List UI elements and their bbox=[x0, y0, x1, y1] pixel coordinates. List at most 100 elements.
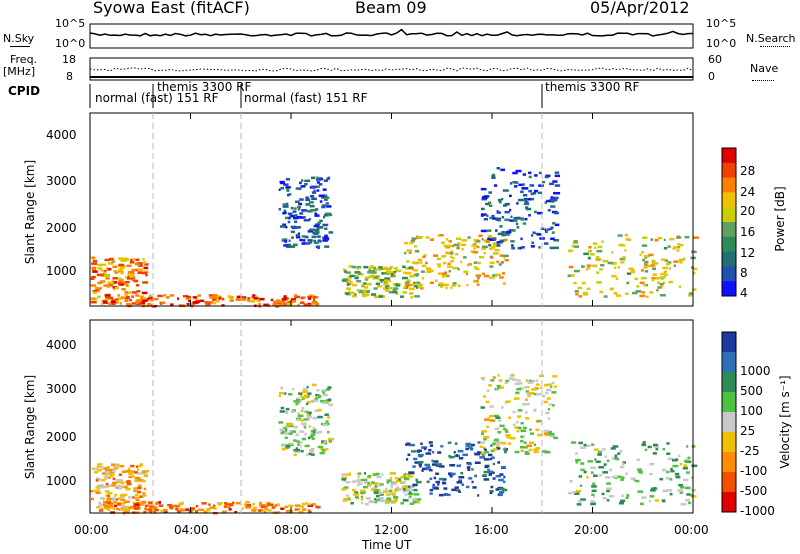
heatmap-cell bbox=[538, 184, 544, 187]
heatmap-cell bbox=[296, 507, 301, 511]
heatmap-cell bbox=[448, 472, 453, 475]
colorbar-swatch bbox=[722, 177, 736, 193]
heatmap-cell bbox=[465, 444, 471, 447]
heatmap-cell bbox=[510, 215, 513, 218]
heatmap-cell bbox=[167, 504, 172, 507]
heatmap-cell bbox=[549, 198, 554, 202]
heatmap-cell bbox=[509, 194, 512, 198]
heatmap-cell bbox=[166, 296, 170, 299]
colorbar-swatch bbox=[722, 332, 736, 353]
heatmap-cell bbox=[522, 222, 527, 225]
heatmap-cell bbox=[481, 432, 484, 435]
heatmap-cell bbox=[537, 191, 543, 195]
heatmap-cell bbox=[590, 466, 597, 470]
heatmap-cell bbox=[670, 467, 673, 471]
heatmap-cell bbox=[232, 501, 235, 505]
heatmap-cell bbox=[490, 444, 493, 447]
heatmap-cell bbox=[535, 428, 540, 432]
heatmap-cell bbox=[649, 291, 654, 294]
heatmap-cell bbox=[384, 279, 390, 282]
heatmap-cell bbox=[541, 180, 546, 184]
heatmap-cell bbox=[515, 391, 520, 395]
heatmap-cell bbox=[312, 430, 316, 434]
heatmap-cell bbox=[414, 273, 420, 276]
heatmap-cell bbox=[586, 287, 591, 291]
heatmap-cell bbox=[458, 457, 464, 460]
heatmap-cell bbox=[297, 208, 301, 211]
heatmap-cell bbox=[385, 272, 391, 275]
heatmap-cell bbox=[377, 285, 383, 288]
heatmap-cell bbox=[150, 296, 153, 300]
heatmap-cell bbox=[592, 482, 596, 485]
heatmap-cell bbox=[527, 393, 531, 397]
heatmap-cell bbox=[483, 478, 490, 481]
heatmap-cell bbox=[571, 441, 577, 444]
heatmap-cell bbox=[517, 246, 520, 250]
heatmap-cell bbox=[529, 184, 535, 187]
heatmap-cell bbox=[90, 297, 93, 300]
heatmap-cell bbox=[664, 259, 668, 262]
heatmap-cell bbox=[117, 463, 120, 467]
heatmap-cell bbox=[135, 498, 140, 502]
heatmap-cell bbox=[357, 475, 360, 478]
heatmap-cell bbox=[317, 239, 321, 242]
heatmap-cell bbox=[683, 464, 688, 467]
heatmap-cell bbox=[641, 244, 648, 247]
freq-label-2: [MHz] bbox=[3, 65, 36, 78]
heatmap-cell bbox=[358, 290, 364, 294]
heatmap-cell bbox=[499, 239, 505, 243]
heatmap-cell bbox=[386, 497, 392, 500]
heatmap-cell bbox=[299, 441, 303, 444]
heatmap-cell bbox=[124, 506, 128, 509]
heatmap-cell bbox=[198, 508, 205, 512]
heatmap-cell bbox=[288, 424, 294, 428]
heatmap-cell bbox=[197, 294, 201, 297]
heatmap-cell bbox=[634, 277, 639, 281]
heatmap-cell bbox=[437, 272, 443, 275]
colorbar-swatch bbox=[722, 162, 736, 179]
heatmap-cell bbox=[142, 492, 146, 495]
heatmap-cell bbox=[523, 441, 527, 444]
heatmap-cell bbox=[322, 223, 329, 227]
heatmap-cell bbox=[95, 486, 99, 489]
heatmap-cell bbox=[141, 494, 147, 497]
heatmap-cell bbox=[622, 256, 627, 259]
heatmap-cell bbox=[298, 202, 303, 206]
heatmap-cell bbox=[489, 276, 495, 280]
heatmap-cell bbox=[277, 511, 280, 514]
heatmap-cell bbox=[302, 502, 307, 506]
heatmap-cell bbox=[463, 256, 467, 259]
heatmap-cell bbox=[537, 233, 542, 236]
heatmap-cell bbox=[276, 300, 282, 304]
heatmap-cell bbox=[322, 401, 328, 405]
heatmap-cell bbox=[157, 294, 163, 298]
heatmap-cell bbox=[429, 238, 434, 241]
heatmap-cell bbox=[91, 275, 96, 279]
heatmap-cell bbox=[522, 173, 526, 176]
heatmap-cell bbox=[294, 214, 298, 217]
heatmap-cell bbox=[481, 453, 485, 456]
heatmap-cell bbox=[691, 266, 694, 269]
heatmap-cell bbox=[431, 459, 434, 463]
heatmap-cell bbox=[143, 487, 147, 491]
heatmap-cell bbox=[468, 263, 472, 266]
heatmap-cell bbox=[285, 216, 290, 220]
heatmap-cell bbox=[341, 473, 348, 476]
heatmap-cell bbox=[688, 292, 694, 295]
heatmap-cell bbox=[550, 226, 554, 229]
heatmap-cell bbox=[679, 463, 683, 466]
heatmap-cell bbox=[100, 507, 104, 511]
heatmap-cell bbox=[494, 438, 499, 441]
heatmap-cell bbox=[649, 472, 653, 476]
heatmap-cell bbox=[626, 494, 629, 497]
heatmap-cell bbox=[439, 285, 443, 288]
heatmap-cell bbox=[117, 502, 122, 505]
heatmap-cell bbox=[307, 436, 311, 440]
noise-right-tick-top: 10^5 bbox=[706, 17, 737, 30]
heatmap-cell bbox=[411, 488, 414, 492]
heatmap-cell bbox=[650, 238, 653, 241]
heatmap-cell bbox=[525, 206, 529, 209]
heatmap-cell bbox=[323, 236, 329, 239]
heatmap-cell bbox=[299, 212, 304, 215]
heatmap-cell bbox=[406, 260, 410, 263]
